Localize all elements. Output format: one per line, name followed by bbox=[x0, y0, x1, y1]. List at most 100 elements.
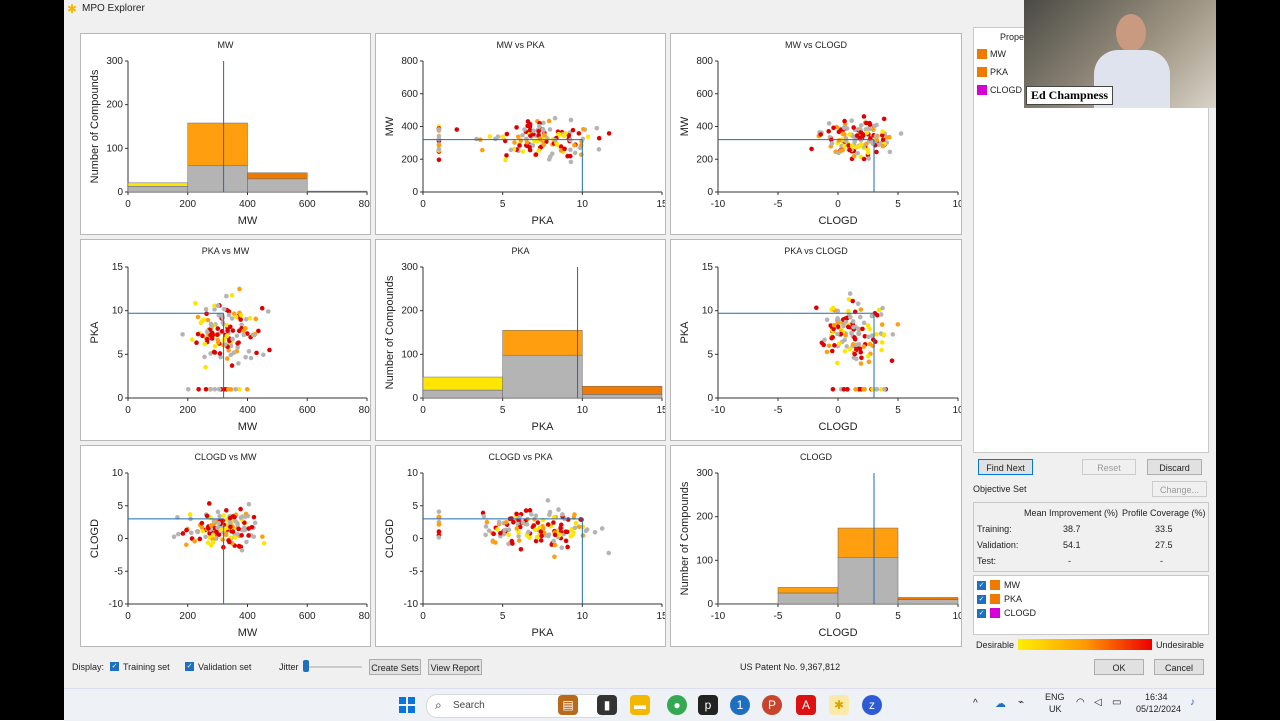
chart-panel-pka-vs-mw[interactable]: PKA vs MW0200400600800051015MWPKA bbox=[80, 239, 371, 441]
chrome-icon[interactable]: ● bbox=[667, 695, 687, 715]
webcam-overlay: Ed Champness bbox=[1024, 0, 1216, 108]
cloud-icon[interactable]: ☁ bbox=[995, 697, 1006, 710]
battery-icon[interactable]: ▭ bbox=[1112, 697, 1121, 708]
data-point bbox=[218, 351, 223, 356]
x-tick-label: 10 bbox=[952, 199, 961, 210]
objective-checkbox[interactable]: ✓ bbox=[977, 609, 986, 618]
reset-button[interactable]: Reset bbox=[1082, 459, 1136, 475]
notification-bell-icon[interactable]: ♪ bbox=[1190, 697, 1195, 708]
data-point bbox=[862, 114, 867, 119]
data-point bbox=[225, 334, 230, 339]
property-item[interactable]: PKA bbox=[990, 67, 1008, 77]
objective-item[interactable]: PKA bbox=[1004, 594, 1022, 604]
briefcase-icon[interactable]: ▤ bbox=[558, 695, 578, 715]
stats-value: - bbox=[1068, 556, 1071, 566]
data-point bbox=[193, 301, 198, 306]
y-tick-label: 0 bbox=[412, 534, 418, 545]
data-point bbox=[569, 118, 574, 123]
zoom-icon[interactable]: z bbox=[862, 695, 882, 715]
search-placeholder: Search bbox=[453, 700, 485, 711]
data-point bbox=[581, 127, 586, 132]
language-code[interactable]: ENG bbox=[1045, 692, 1065, 702]
data-point bbox=[847, 132, 852, 137]
y-axis-label: MW bbox=[679, 116, 691, 136]
change-button[interactable]: Change... bbox=[1152, 481, 1207, 497]
ok-button[interactable]: OK bbox=[1094, 659, 1144, 675]
objective-item[interactable]: MW bbox=[1004, 580, 1020, 590]
find-next-button[interactable]: Find Next bbox=[978, 459, 1033, 475]
y-tick-label: 0 bbox=[707, 393, 713, 404]
data-point bbox=[200, 529, 205, 534]
file-explorer-dark-icon[interactable]: ▮ bbox=[597, 695, 617, 715]
view-report-button[interactable]: View Report bbox=[428, 659, 482, 675]
data-point bbox=[867, 360, 872, 365]
objective-checkbox[interactable]: ✓ bbox=[977, 595, 986, 604]
x-tick-label: 0 bbox=[835, 611, 841, 622]
data-point bbox=[474, 137, 479, 142]
data-point bbox=[239, 313, 244, 318]
data-point bbox=[517, 538, 522, 543]
y-tick-label: 0 bbox=[117, 187, 123, 198]
objective-item[interactable]: CLOGD bbox=[1004, 608, 1036, 618]
y-axis-label: Number of Compounds bbox=[679, 481, 691, 595]
clock-date[interactable]: 05/12/2024 bbox=[1136, 704, 1181, 714]
objective-checkbox[interactable]: ✓ bbox=[977, 581, 986, 590]
mpo-explorer-taskbar-icon[interactable]: ✱ bbox=[829, 695, 849, 715]
data-point bbox=[246, 533, 251, 538]
data-point bbox=[487, 528, 492, 533]
wifi-icon[interactable]: ◠ bbox=[1076, 697, 1085, 708]
clock-time[interactable]: 16:34 bbox=[1145, 692, 1168, 702]
network-tray-icon[interactable]: ⌁ bbox=[1018, 697, 1024, 708]
property-item[interactable]: MW bbox=[990, 49, 1006, 59]
cancel-button[interactable]: Cancel bbox=[1154, 659, 1204, 675]
acrobat-icon[interactable]: A bbox=[796, 695, 816, 715]
property-item[interactable]: CLOGD bbox=[990, 85, 1022, 95]
data-point bbox=[579, 517, 584, 522]
data-point bbox=[830, 335, 835, 340]
data-point bbox=[586, 134, 591, 139]
jitter-slider-track[interactable] bbox=[304, 666, 362, 668]
validation-set-checkbox[interactable]: ✓ bbox=[185, 662, 194, 671]
data-point bbox=[858, 130, 863, 135]
language-region[interactable]: UK bbox=[1049, 704, 1062, 714]
chart-panel-mw-histogram[interactable]: MW02004006008000100200300MWNumber of Com… bbox=[80, 33, 371, 235]
folder-icon[interactable]: ▬ bbox=[630, 695, 650, 715]
data-point bbox=[832, 323, 837, 328]
data-point bbox=[237, 329, 242, 334]
data-point bbox=[220, 537, 225, 542]
data-point bbox=[504, 520, 509, 525]
volume-icon[interactable]: ◁ bbox=[1094, 697, 1102, 708]
data-point bbox=[537, 124, 542, 129]
password-manager-icon[interactable]: 1 bbox=[730, 695, 750, 715]
start-icon[interactable] bbox=[399, 697, 415, 713]
pdf-p-icon[interactable]: p bbox=[698, 695, 718, 715]
chart-title: MW bbox=[218, 40, 234, 50]
bar-training bbox=[248, 179, 308, 192]
jitter-slider-thumb[interactable] bbox=[303, 660, 309, 672]
create-sets-button[interactable]: Create Sets bbox=[369, 659, 421, 675]
chevron-up-icon[interactable]: ^ bbox=[973, 698, 978, 709]
discard-button[interactable]: Discard bbox=[1147, 459, 1202, 475]
stats-row-label: Validation: bbox=[977, 540, 1018, 550]
powerpoint-icon[interactable]: P bbox=[762, 695, 782, 715]
x-tick-label: 10 bbox=[577, 611, 589, 622]
x-tick-label: 200 bbox=[179, 611, 196, 622]
chart-title: CLOGD vs PKA bbox=[488, 452, 552, 462]
training-set-checkbox[interactable]: ✓ bbox=[110, 662, 119, 671]
y-tick-label: 0 bbox=[707, 599, 713, 610]
x-tick-label: 0 bbox=[125, 199, 131, 210]
data-point bbox=[437, 134, 442, 139]
data-point bbox=[237, 287, 242, 292]
objective-list[interactable]: ✓ MW ✓ PKA ✓ CLOGD bbox=[973, 575, 1209, 635]
data-point bbox=[562, 134, 567, 139]
data-point bbox=[176, 532, 181, 537]
search-box[interactable]: ⌕ Search bbox=[426, 694, 608, 718]
data-point bbox=[266, 309, 271, 314]
